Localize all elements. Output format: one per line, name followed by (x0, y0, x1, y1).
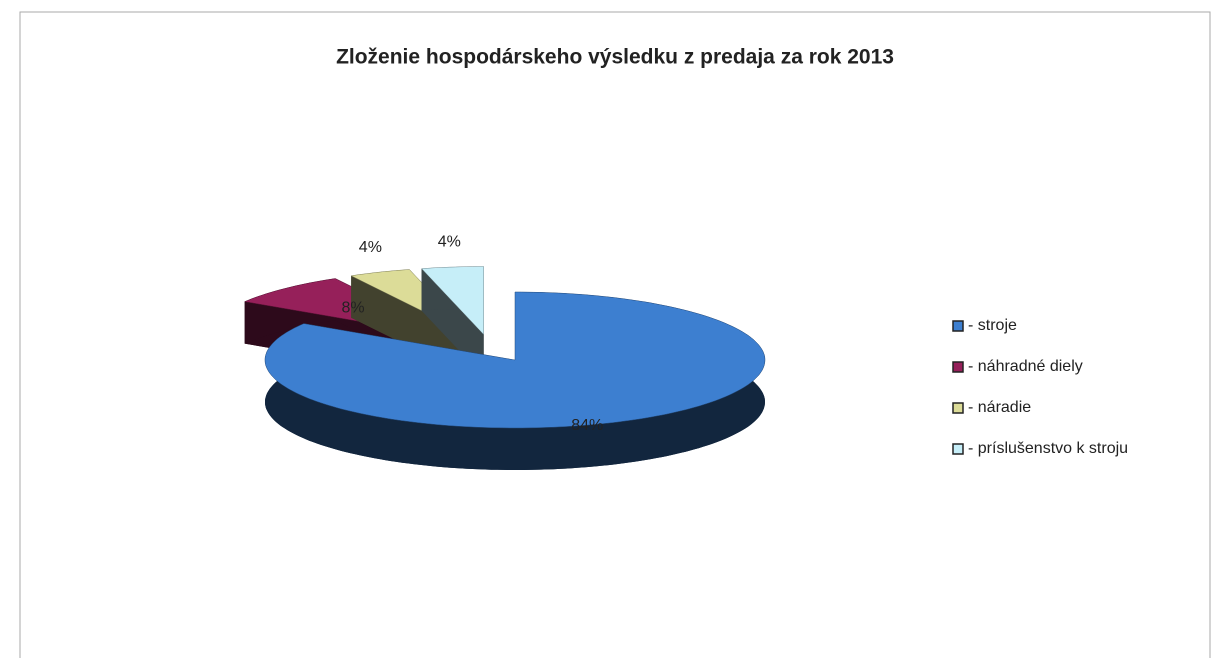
slice (421, 266, 484, 336)
data-label: 8% (342, 300, 365, 317)
chart-title: Zloženie hospodárskeho výsledku z predaj… (336, 46, 894, 69)
legend-label: - náhradné diely (968, 358, 1083, 375)
slice (264, 291, 766, 429)
legend-swatch (952, 320, 964, 332)
data-label: 84% (571, 417, 603, 434)
legend-label: - príslušenstvo k stroju (968, 440, 1128, 457)
legend-swatch (952, 443, 964, 455)
data-label: 4% (438, 234, 461, 251)
legend-swatch (952, 361, 964, 373)
legend-label: - náradie (968, 399, 1031, 416)
legend-label: - stroje (968, 317, 1017, 334)
legend-swatch (952, 402, 964, 414)
data-label: 4% (359, 239, 382, 256)
